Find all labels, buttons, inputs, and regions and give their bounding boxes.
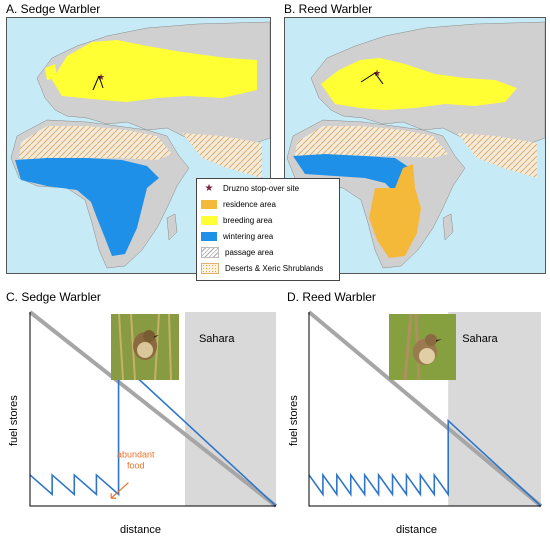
legend-label: wintering area: [223, 231, 274, 241]
sedge-warbler-range-map: ★: [6, 17, 271, 274]
panel-d-title: D. Reed Warbler: [287, 290, 376, 304]
reed-warbler-range-map: ★: [284, 17, 546, 274]
desert-area: [295, 126, 448, 160]
residence-swatch: [201, 199, 217, 209]
sahara-region: [184, 312, 276, 506]
chart-c-xlabel: distance: [120, 524, 161, 536]
fuel-series-line: [308, 418, 542, 507]
desert-area: [19, 126, 172, 162]
legend-druzno: ★ Druzno stop-over site: [201, 181, 300, 195]
legend-residence: residence area: [201, 197, 276, 211]
druzno-star-icon: ★: [97, 72, 105, 82]
legend-label: breeding area: [223, 215, 273, 225]
druzno-star-icon: ★: [373, 68, 381, 78]
panel-c-title: C. Sedge Warbler: [6, 290, 101, 304]
fuel-series-line: [29, 358, 277, 507]
wintering-swatch: [201, 231, 217, 241]
panel-a-title: A. Sedge Warbler: [6, 2, 101, 16]
passage-swatch: [201, 246, 219, 258]
wintering-area: [15, 158, 159, 256]
chart-c-ylabel: fuel stores: [8, 395, 20, 446]
breeding-swatch: [201, 215, 217, 225]
chart-d-xlabel: distance: [396, 524, 437, 536]
migration-arrow: [92, 75, 104, 91]
reed-warbler-photo: [389, 314, 456, 380]
legend-label: Druzno stop-over site: [223, 183, 300, 193]
sahara-region: [448, 312, 541, 506]
wintering-area: [293, 154, 410, 193]
axes: [308, 312, 541, 507]
sedge-warbler-photo: [111, 314, 179, 380]
residence-area: [369, 164, 421, 258]
panel-b-title: B. Reed Warbler: [284, 2, 373, 16]
axes: [29, 312, 276, 507]
legend-label: Deserts & Xeric Shrublands: [225, 263, 324, 273]
chart-d: Sahara: [307, 310, 543, 508]
map-legend: ★ Druzno stop-over site residence area b…: [196, 178, 340, 281]
reference-line: [28, 310, 278, 508]
legend-wintering: wintering area: [201, 229, 273, 243]
legend-label: passage area: [225, 247, 274, 257]
reference-line: [307, 310, 543, 508]
star-icon: ★: [204, 182, 214, 194]
legend-passage: passage area: [201, 245, 273, 259]
legend-desert: Deserts & Xeric Shrublands: [201, 261, 323, 275]
breeding-area: [321, 58, 517, 110]
migration-arrow: [360, 72, 384, 85]
legend-label: residence area: [223, 199, 276, 209]
annotation-text: abundant food: [117, 450, 155, 471]
legend-breeding: breeding area: [201, 213, 272, 227]
sahara-label: Sahara: [462, 333, 498, 345]
chart-c: Sahara abundant food: [28, 310, 278, 508]
breeding-area: [52, 40, 257, 102]
sahara-label: Sahara: [199, 333, 235, 345]
desert-swatch: [201, 262, 219, 274]
annotation-arrow: [110, 482, 129, 499]
